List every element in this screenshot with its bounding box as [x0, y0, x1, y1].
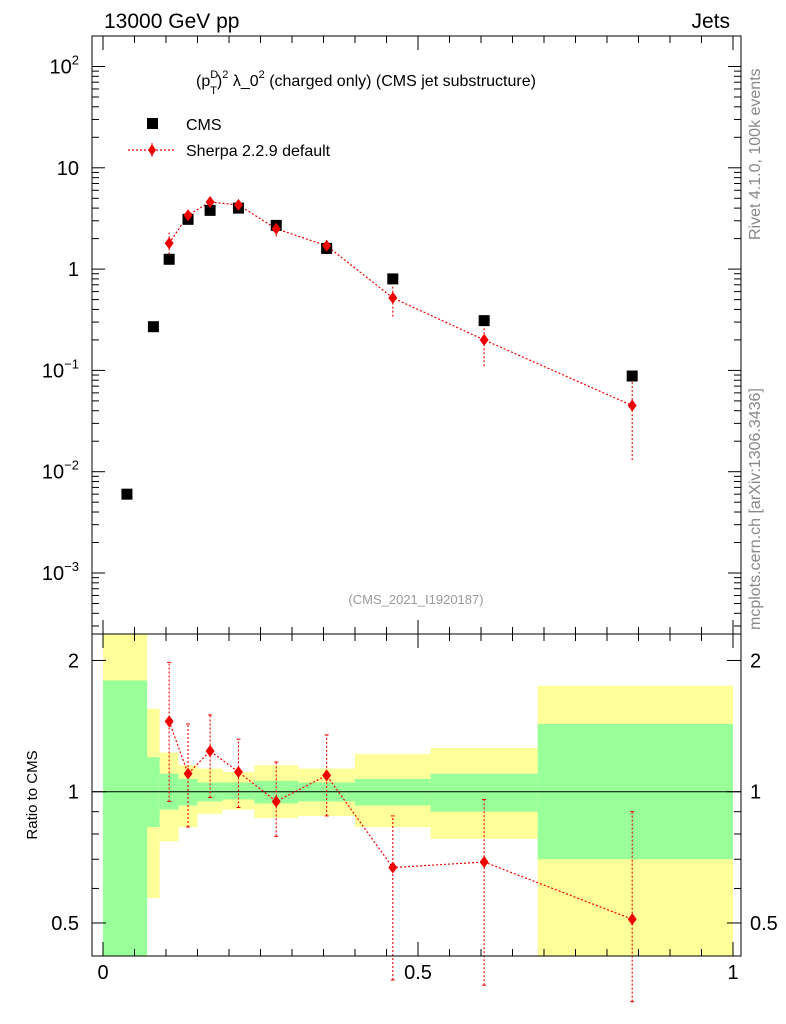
ratio-green-band	[103, 680, 148, 956]
ratio-sherpa-point	[322, 769, 332, 782]
sherpa-point	[322, 239, 332, 252]
ratio-sherpa-point	[233, 765, 243, 778]
title-close-paren: )	[217, 73, 222, 90]
ratio-sherpa-line	[168, 721, 633, 920]
sherpa-point	[627, 399, 637, 412]
ratio-axis-ticks	[92, 634, 741, 956]
legend-sherpa-marker	[148, 144, 156, 156]
main-ytick-label: 10	[57, 158, 79, 180]
ratio-sherpa-point	[205, 744, 215, 757]
ytick-base: 10	[57, 158, 79, 180]
main-ytick-label: 10−1	[42, 356, 79, 382]
sherpa-point	[479, 333, 489, 346]
title-tail: (charged only) (CMS jet substructure)	[265, 73, 536, 90]
legend-cms-marker	[147, 118, 158, 129]
main-data-marks	[121, 195, 638, 500]
mcplots-source-label: mcplots.cern.ch [arXiv:1306.3436]	[747, 388, 764, 630]
ratio-green-band	[430, 773, 538, 812]
ratio-plot-panel: 0.5 0.5 1 1 2 2 0 0.5 1 Ratio to CMS	[24, 633, 778, 1003]
ratio-data-marks	[164, 661, 637, 1003]
ratio-sherpa-point	[164, 715, 174, 728]
sherpa-point	[233, 198, 243, 211]
ytick-exponent: −2	[64, 458, 79, 473]
ratio-ytick-label-left: 2	[68, 650, 79, 672]
ratio-tick-labels: 0.5 0.5 1 1 2 2 0 0.5 1	[51, 650, 778, 984]
main-plot-title: (pD T)2 λ_02 (charged only) (CMS jet subs…	[196, 69, 536, 97]
ratio-ytick-label-right: 0.5	[750, 913, 778, 935]
ytick-base: 10	[42, 563, 64, 585]
header-right-label: Jets	[691, 10, 730, 33]
title-sub-t: T	[210, 85, 217, 97]
sherpa-point	[164, 237, 174, 250]
title-lambda: λ_0	[228, 73, 258, 90]
ratio-sherpa-point	[627, 913, 637, 926]
main-ytick-label: 102	[50, 52, 79, 78]
ytick-exponent: −3	[64, 559, 79, 574]
sherpa-point	[388, 291, 398, 304]
ytick-base: 10	[50, 56, 72, 78]
legend: CMS Sherpa 2.2.9 default	[128, 117, 331, 160]
rivet-version-label: Rivet 4.1.0, 100k events	[747, 68, 764, 240]
analysis-watermark: (CMS_2021_I1920187)	[348, 592, 483, 607]
ytick-exponent: −1	[64, 356, 79, 371]
cms-point	[478, 315, 490, 327]
legend-cms-label: CMS	[186, 117, 222, 134]
legend-sherpa-label: Sherpa 2.2.9 default	[186, 143, 331, 160]
ratio-uncertainty-bands	[103, 634, 733, 956]
ratio-plot-frame	[91, 633, 742, 957]
sherpa-point	[183, 209, 193, 222]
ratio-sherpa-point	[183, 767, 193, 780]
ytick-base: 10	[42, 360, 64, 382]
title-sup-2: 2	[222, 69, 228, 81]
ratio-sherpa-point	[388, 861, 398, 874]
main-axis-ticks	[92, 35, 741, 634]
sherpa-point	[205, 195, 215, 208]
ratio-xtick-label: 0.5	[404, 962, 432, 984]
sherpa-point	[271, 222, 281, 235]
ytick-exponent: 2	[72, 52, 79, 67]
ratio-ytick-label-left: 1	[68, 782, 79, 804]
cms-point	[204, 204, 216, 216]
cms-point	[163, 253, 175, 265]
title-part-p: (p	[196, 73, 210, 90]
cms-point	[147, 321, 159, 333]
ratio-ytick-label-left: 0.5	[51, 913, 79, 935]
sherpa-line	[168, 201, 633, 407]
ratio-ytick-label-right: 2	[750, 650, 761, 672]
ratio-sherpa-point	[271, 795, 281, 808]
main-ytick-label: 10−3	[42, 559, 79, 585]
cms-point	[626, 370, 638, 382]
ytick-base: 10	[42, 462, 64, 484]
ratio-xtick-label: 1	[727, 962, 738, 984]
title-sup-d: D	[210, 69, 218, 81]
ratio-y-axis-label: Ratio to CMS	[24, 750, 41, 839]
ratio-sherpa-point	[479, 855, 489, 868]
main-ytick-label: 1	[68, 259, 79, 281]
ytick-base: 1	[68, 259, 79, 281]
title-sup-2b: 2	[259, 69, 265, 81]
main-ytick-label: 10−2	[42, 458, 79, 484]
ratio-ytick-label-right: 1	[750, 782, 761, 804]
cms-point	[387, 273, 399, 285]
cms-point	[121, 488, 133, 500]
ratio-xtick-label: 0	[97, 962, 108, 984]
header-left-label: 13000 GeV pp	[104, 10, 239, 33]
